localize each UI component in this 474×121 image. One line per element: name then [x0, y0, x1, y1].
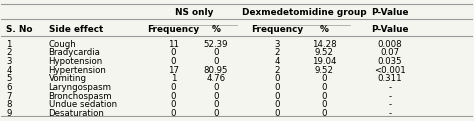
- Text: S. No: S. No: [6, 25, 33, 34]
- Text: 2: 2: [6, 48, 11, 57]
- Text: 0: 0: [274, 74, 280, 83]
- Text: Hypertension: Hypertension: [48, 66, 106, 75]
- Text: Bradycardia: Bradycardia: [48, 48, 100, 57]
- Text: 1: 1: [6, 40, 11, 49]
- Text: 3: 3: [6, 57, 11, 66]
- Text: Dexmedetomidine group: Dexmedetomidine group: [242, 8, 366, 17]
- Text: 0: 0: [171, 109, 176, 118]
- Text: <0.001: <0.001: [374, 66, 406, 75]
- Text: 11: 11: [168, 40, 179, 49]
- Text: 0: 0: [321, 92, 327, 101]
- Text: NS only: NS only: [175, 8, 214, 17]
- Text: 80.95: 80.95: [203, 66, 228, 75]
- Text: 0: 0: [171, 83, 176, 92]
- Text: 0: 0: [171, 100, 176, 109]
- Text: P-Value: P-Value: [372, 8, 409, 17]
- Text: 0: 0: [274, 83, 280, 92]
- Text: Vomiting: Vomiting: [48, 74, 87, 83]
- Text: 0: 0: [321, 100, 327, 109]
- Text: Side effect: Side effect: [48, 25, 103, 34]
- Text: Undue sedation: Undue sedation: [48, 100, 117, 109]
- Text: Hypotension: Hypotension: [48, 57, 103, 66]
- Text: 8: 8: [6, 100, 11, 109]
- Text: 5: 5: [6, 74, 11, 83]
- Text: Frequency: Frequency: [251, 25, 303, 34]
- Text: 1: 1: [171, 74, 176, 83]
- Text: 7: 7: [6, 92, 11, 101]
- Text: 0: 0: [321, 74, 327, 83]
- Text: 0: 0: [213, 57, 219, 66]
- Text: P-Value: P-Value: [372, 25, 409, 34]
- Text: 6: 6: [6, 83, 11, 92]
- Text: %: %: [320, 25, 328, 34]
- Text: 19.04: 19.04: [312, 57, 337, 66]
- Text: Laryngospasm: Laryngospasm: [48, 83, 111, 92]
- Text: 2: 2: [274, 48, 280, 57]
- Text: 17: 17: [168, 66, 179, 75]
- Text: 0: 0: [213, 83, 219, 92]
- Text: 4.76: 4.76: [206, 74, 225, 83]
- Text: 9.52: 9.52: [315, 66, 334, 75]
- Text: -: -: [389, 92, 392, 101]
- Text: 4: 4: [274, 57, 280, 66]
- Text: 9.52: 9.52: [315, 48, 334, 57]
- Text: 0: 0: [274, 109, 280, 118]
- Text: -: -: [389, 109, 392, 118]
- Text: 0: 0: [171, 92, 176, 101]
- Text: 14.28: 14.28: [312, 40, 337, 49]
- Text: 0.035: 0.035: [378, 57, 402, 66]
- Text: 0: 0: [213, 48, 219, 57]
- Text: %: %: [211, 25, 220, 34]
- Text: -: -: [389, 83, 392, 92]
- Text: Bronchospasm: Bronchospasm: [48, 92, 112, 101]
- Text: 4: 4: [6, 66, 11, 75]
- Text: 3: 3: [274, 40, 280, 49]
- Text: 0: 0: [171, 48, 176, 57]
- Text: 0: 0: [213, 92, 219, 101]
- Text: Desaturation: Desaturation: [48, 109, 104, 118]
- Text: 0: 0: [274, 92, 280, 101]
- Text: 0: 0: [321, 83, 327, 92]
- Text: 0: 0: [171, 57, 176, 66]
- Text: 52.39: 52.39: [203, 40, 228, 49]
- Text: Cough: Cough: [48, 40, 76, 49]
- Text: 0.311: 0.311: [378, 74, 402, 83]
- Text: -: -: [389, 100, 392, 109]
- Text: 2: 2: [274, 66, 280, 75]
- Text: 0: 0: [213, 100, 219, 109]
- Text: 0: 0: [213, 109, 219, 118]
- Text: 0.008: 0.008: [378, 40, 402, 49]
- Text: 9: 9: [6, 109, 11, 118]
- Text: 0.07: 0.07: [381, 48, 400, 57]
- Text: Frequency: Frequency: [147, 25, 200, 34]
- Text: 0: 0: [274, 100, 280, 109]
- Text: 0: 0: [321, 109, 327, 118]
